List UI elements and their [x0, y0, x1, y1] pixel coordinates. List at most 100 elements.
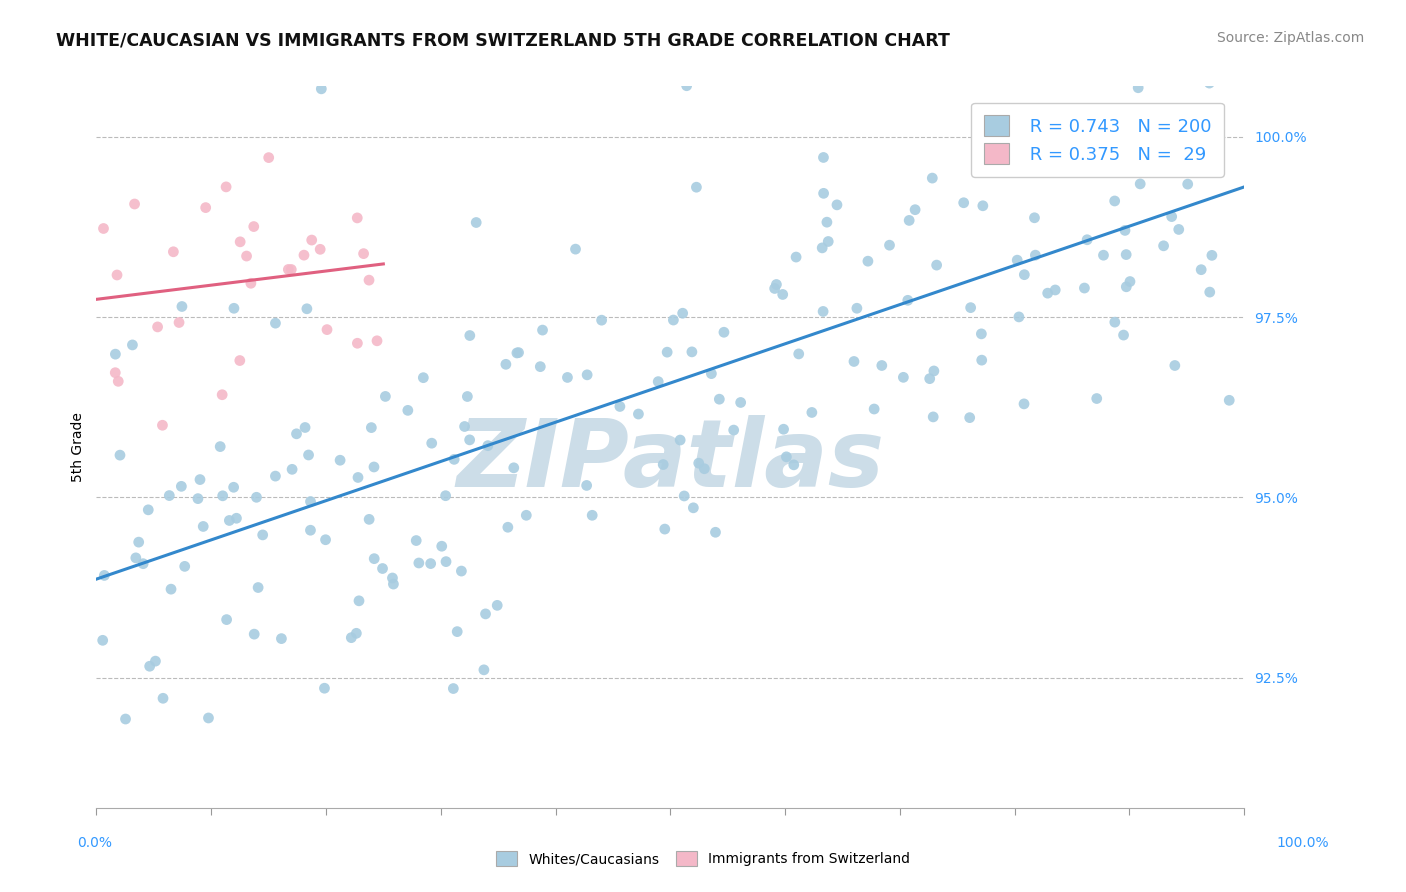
Point	[108, 448, 131, 462]
Point	[1189, 262, 1212, 277]
Point	[357, 273, 380, 287]
Point	[1109, 68, 1132, 82]
Point	[581, 508, 603, 523]
Point	[763, 281, 786, 295]
Point	[531, 323, 554, 337]
Point	[1119, 275, 1142, 289]
Point	[340, 631, 363, 645]
Point	[785, 250, 807, 264]
Point	[285, 426, 308, 441]
Point	[446, 624, 468, 639]
Point	[458, 328, 481, 343]
Point	[647, 375, 669, 389]
Point	[765, 277, 787, 292]
Point	[215, 180, 238, 194]
Point	[1073, 281, 1095, 295]
Point	[405, 533, 427, 548]
Point	[657, 345, 679, 359]
Point	[800, 405, 823, 419]
Point	[557, 370, 579, 384]
Point	[974, 157, 997, 171]
Point	[301, 233, 323, 247]
Point	[434, 489, 457, 503]
Point	[817, 235, 839, 249]
Point	[235, 249, 257, 263]
Point	[1112, 328, 1135, 343]
Point	[173, 559, 195, 574]
Point	[1167, 222, 1189, 236]
Point	[229, 353, 252, 368]
Point	[1080, 164, 1102, 178]
Point	[723, 423, 745, 437]
Point	[787, 347, 810, 361]
Point	[1085, 392, 1108, 406]
Point	[252, 528, 274, 542]
Point	[257, 151, 280, 165]
Point	[281, 462, 304, 476]
Point	[815, 215, 838, 229]
Point	[685, 180, 707, 194]
Point	[353, 246, 375, 260]
Point	[170, 300, 193, 314]
Point	[856, 254, 879, 268]
Point	[136, 503, 159, 517]
Point	[922, 364, 945, 378]
Point	[359, 512, 381, 526]
Point	[842, 354, 865, 368]
Point	[1128, 137, 1150, 152]
Point	[311, 82, 333, 96]
Point	[495, 357, 517, 371]
Point	[188, 473, 211, 487]
Point	[146, 319, 169, 334]
Point	[1129, 177, 1152, 191]
Point	[299, 494, 322, 508]
Point	[564, 242, 586, 256]
Point	[382, 577, 405, 591]
Point	[845, 301, 868, 316]
Point	[1040, 145, 1063, 159]
Point	[381, 571, 404, 585]
Point	[218, 513, 240, 527]
Point	[870, 359, 893, 373]
Point	[515, 508, 537, 523]
Point	[1024, 248, 1046, 262]
Point	[344, 626, 367, 640]
Point	[1012, 397, 1035, 411]
Point	[1008, 310, 1031, 324]
Text: 100.0%: 100.0%	[1277, 836, 1329, 850]
Point	[1021, 137, 1043, 152]
Point	[128, 535, 150, 549]
Point	[709, 392, 731, 407]
Point	[366, 334, 388, 348]
Point	[1115, 247, 1137, 261]
Point	[363, 460, 385, 475]
Point	[1104, 315, 1126, 329]
Point	[329, 453, 352, 467]
Point	[346, 336, 368, 351]
Point	[609, 400, 631, 414]
Point	[225, 511, 247, 525]
Point	[211, 388, 233, 402]
Point	[898, 213, 921, 227]
Point	[371, 561, 394, 575]
Point	[264, 316, 287, 330]
Point	[1115, 279, 1137, 293]
Point	[1194, 145, 1216, 159]
Point	[477, 439, 499, 453]
Point	[918, 372, 941, 386]
Point	[104, 347, 127, 361]
Point	[309, 243, 332, 257]
Point	[713, 325, 735, 339]
Point	[450, 564, 472, 578]
Point	[215, 613, 238, 627]
Point	[472, 663, 495, 677]
Point	[187, 491, 209, 506]
Point	[347, 470, 370, 484]
Point	[970, 326, 993, 341]
Text: ZIPatlas: ZIPatlas	[457, 416, 884, 508]
Point	[980, 109, 1002, 123]
Point	[879, 238, 901, 252]
Point	[292, 248, 315, 262]
Point	[107, 374, 129, 388]
Point	[811, 241, 834, 255]
